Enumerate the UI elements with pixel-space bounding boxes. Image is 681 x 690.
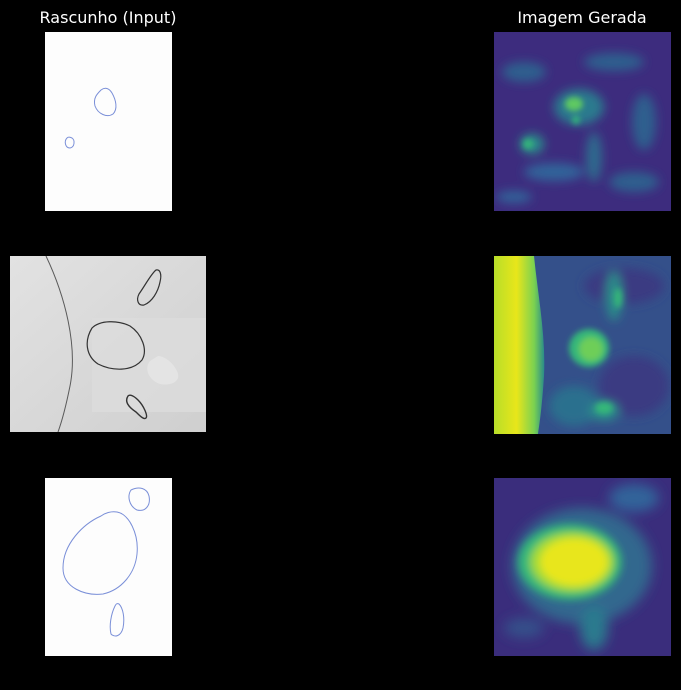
generated-image-row-2 — [494, 256, 671, 434]
input-photo-row-2 — [10, 256, 206, 432]
generated-image-row-3 — [494, 478, 671, 656]
generated-image-row-1 — [494, 32, 671, 211]
generated-column-title: Imagem Gerada — [517, 8, 647, 27]
input-sketch-row-1 — [45, 32, 172, 211]
input-column-title: Rascunho (Input) — [39, 8, 177, 27]
input-sketch-row-3 — [45, 478, 172, 656]
